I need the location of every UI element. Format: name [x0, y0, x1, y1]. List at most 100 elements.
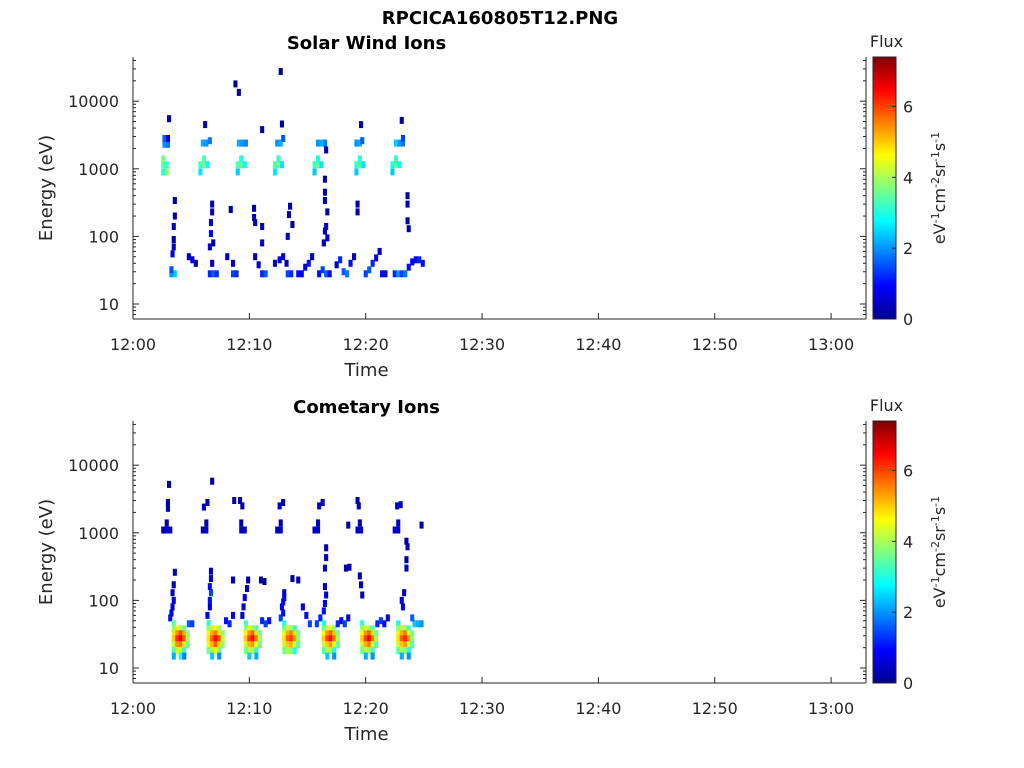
- heatmap-cell: [406, 635, 411, 643]
- heatmap-cell: [399, 647, 404, 655]
- heatmap-cell: [296, 635, 301, 643]
- heatmap-cell: [185, 635, 190, 643]
- heatmap-cell: [241, 603, 246, 611]
- heatmap-cell: [161, 161, 166, 169]
- heatmap-cell: [360, 647, 365, 655]
- heatmap-cell: [320, 499, 325, 506]
- heatmap-cell: [289, 625, 294, 633]
- heatmap-cell: [208, 589, 213, 597]
- heatmap-cell: [322, 175, 327, 183]
- heatmap-cell: [213, 647, 218, 655]
- heatmap-cell: [247, 647, 252, 655]
- x-tick-label: 12:00: [110, 699, 156, 718]
- heatmap-cell: [281, 499, 286, 506]
- heatmap-cell: [285, 635, 290, 643]
- heatmap-cell: [341, 268, 346, 276]
- heatmap-cell: [171, 641, 176, 649]
- heatmap-cell: [260, 126, 265, 134]
- heatmap-cell: [413, 256, 418, 264]
- heatmap-cell: [292, 647, 297, 655]
- heatmap-cell: [213, 625, 218, 633]
- heatmap-cell: [361, 161, 366, 169]
- heatmap-cell: [284, 259, 289, 267]
- heatmap-cell: [393, 139, 398, 147]
- heatmap-cell: [410, 258, 415, 266]
- colorbar-unit-label: eV-1cm-2sr-1s-1: [929, 496, 950, 608]
- heatmap-cell: [399, 652, 404, 660]
- heatmap-cell: [233, 80, 238, 88]
- heatmap-cell: [357, 519, 362, 527]
- heatmap-cell: [272, 168, 277, 176]
- y-tick-label: 10000: [68, 456, 119, 475]
- heatmap-cell: [282, 647, 287, 655]
- heatmap-cell: [357, 161, 362, 169]
- y-tick-label: 1000: [78, 160, 119, 179]
- heatmap-cell: [343, 564, 348, 572]
- y-axis-label: Energy (eV): [36, 135, 57, 241]
- heatmap-cell: [186, 620, 191, 628]
- heatmap-cell: [162, 140, 167, 148]
- heatmap-cell: [290, 575, 295, 583]
- heatmap-cell: [363, 652, 368, 660]
- y-tick-label: 10000: [68, 92, 119, 111]
- heatmap-cell: [217, 635, 222, 643]
- heatmap-cell: [165, 499, 170, 506]
- heatmap-cell: [211, 270, 216, 278]
- heatmap-cell: [210, 630, 215, 638]
- heatmap-cell: [193, 259, 198, 267]
- heatmap-cell: [405, 192, 410, 200]
- heatmap-cell: [396, 641, 401, 649]
- heatmap-cell: [235, 168, 240, 176]
- heatmap-cell: [203, 121, 208, 129]
- heatmap-cell: [232, 497, 237, 504]
- heatmap-cell: [204, 139, 209, 147]
- heatmap-cell: [240, 502, 245, 510]
- heatmap-cell: [403, 641, 408, 649]
- heatmap-cell: [217, 641, 222, 649]
- heatmap-cell: [254, 630, 259, 638]
- heatmap-cell: [281, 135, 286, 142]
- heatmap-cell: [171, 647, 176, 655]
- heatmap-cell: [178, 641, 183, 649]
- heatmap-cell: [171, 620, 176, 628]
- heatmap-cell: [296, 630, 301, 638]
- heatmap-cell: [208, 567, 213, 575]
- heatmap-cell: [289, 647, 294, 655]
- heatmap-cell: [272, 259, 277, 267]
- heatmap-cell: [254, 635, 259, 643]
- heatmap-cell: [299, 270, 304, 278]
- heatmap-cell: [243, 641, 248, 649]
- heatmap-cell: [345, 270, 350, 278]
- heatmap-cell: [406, 625, 411, 633]
- heatmap-cell: [170, 589, 175, 597]
- heatmap-cell: [397, 139, 402, 147]
- heatmap-cell: [171, 635, 176, 643]
- heatmap-cell: [396, 647, 401, 655]
- heatmap-cell: [412, 620, 417, 628]
- heatmap-cell: [334, 261, 339, 269]
- heatmap-cell: [214, 270, 219, 278]
- heatmap-cell: [325, 652, 330, 660]
- heatmap-cell: [319, 161, 324, 169]
- heatmap-cell: [210, 200, 215, 208]
- heatmap-cell: [325, 635, 330, 643]
- heatmap-cell: [200, 526, 205, 534]
- heatmap-cell: [328, 641, 333, 649]
- heatmap-cell: [352, 253, 357, 261]
- heatmap-cell: [403, 625, 408, 633]
- heatmap-cell: [396, 630, 401, 638]
- heatmap-cell: [278, 139, 283, 147]
- heatmap-cell: [324, 270, 329, 278]
- heatmap-cell: [220, 635, 225, 643]
- heatmap-cell: [300, 603, 305, 611]
- x-tick-label: 12:50: [692, 335, 738, 354]
- heatmap-cell: [399, 625, 404, 633]
- heatmap-cell: [210, 625, 215, 633]
- heatmap-cell: [357, 155, 362, 163]
- heatmap-cell: [175, 630, 180, 638]
- heatmap-cell: [263, 270, 268, 278]
- heatmap-cell: [332, 647, 337, 655]
- heatmap-cell: [231, 259, 236, 267]
- heatmap-cell: [370, 625, 375, 633]
- heatmap-cell: [171, 630, 176, 638]
